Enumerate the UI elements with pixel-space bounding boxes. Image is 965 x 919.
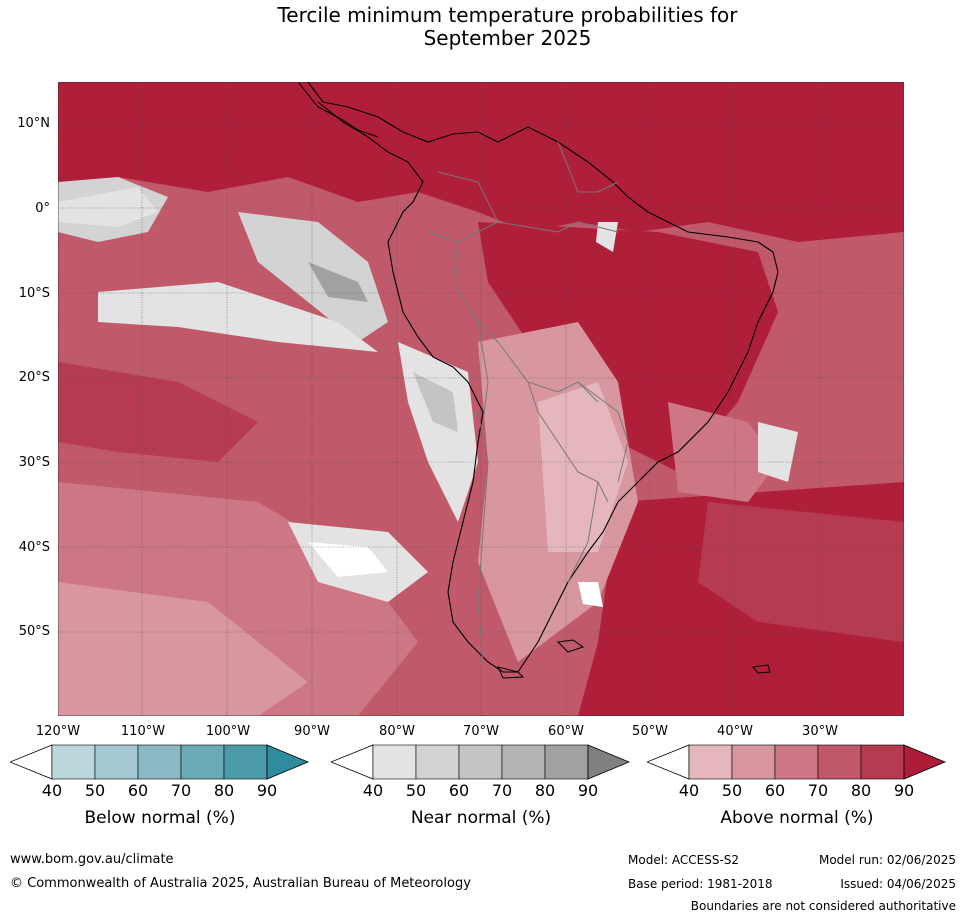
colorbar-segment xyxy=(817,744,862,780)
colorbar-tick-label: 90 xyxy=(577,781,599,800)
lon-label: 80°W xyxy=(379,724,415,739)
lon-label: 90°W xyxy=(294,724,330,739)
lat-label: 30°S xyxy=(18,455,50,470)
colorbar-title-above: Above normal (%) xyxy=(720,808,874,828)
copyright-text: © Commonwealth of Australia 2025, Austra… xyxy=(10,876,471,891)
colorbar-tick-label: 60 xyxy=(764,781,786,800)
website-text: www.bom.gov.au/climate xyxy=(10,852,174,867)
colorbar-tick-label: 80 xyxy=(850,781,872,800)
lon-label: 40°W xyxy=(717,724,753,739)
colorbar-tick-label: 80 xyxy=(213,781,235,800)
lon-label: 70°W xyxy=(463,724,499,739)
colorbar-title-near: Near normal (%) xyxy=(410,808,552,828)
title-line-1: Tercile minimum temperature probabilitie… xyxy=(277,3,738,27)
colorbar-title-below: Below normal (%) xyxy=(84,808,236,828)
lon-label: 110°W xyxy=(120,724,166,739)
lat-label: 40°S xyxy=(18,540,50,555)
central-america-coastline xyxy=(297,82,379,138)
lon-label: 120°W xyxy=(35,724,81,739)
islands xyxy=(497,639,771,679)
colorbar-tick-label: 70 xyxy=(170,781,192,800)
colorbar-tick-label: 60 xyxy=(127,781,149,800)
colorbar-tick-label: 70 xyxy=(491,781,513,800)
colorbar-segment xyxy=(137,744,182,780)
lat-label: 10°N xyxy=(17,116,50,131)
lat-label: 0° xyxy=(35,201,50,216)
disclaimer-text: Boundaries are not considered authoritat… xyxy=(690,899,956,913)
colorbar-tick-label: 90 xyxy=(893,781,915,800)
colorbar-extend-high xyxy=(587,744,631,780)
colorbar-segment xyxy=(688,744,733,780)
south-america-coastline xyxy=(307,82,779,673)
colorbar-above-normal xyxy=(647,744,947,780)
colorbar-tick-label: 40 xyxy=(678,781,700,800)
colorbar-tick-label: 80 xyxy=(534,781,556,800)
colorbar-extend-high xyxy=(266,744,310,780)
colorbar-tick-label: 40 xyxy=(362,781,384,800)
colorbar-tick-label: 50 xyxy=(84,781,106,800)
lat-label: 20°S xyxy=(18,370,50,385)
title-line-2: September 2025 xyxy=(423,26,592,50)
colorbar-segment xyxy=(458,744,503,780)
model-text: Model: ACCESS-S2 xyxy=(628,853,740,867)
colorbar-tick-label: 70 xyxy=(807,781,829,800)
probability-map xyxy=(58,82,904,716)
lon-label: 100°W xyxy=(205,724,251,739)
lon-label: 60°W xyxy=(548,724,584,739)
colorbar-near-normal xyxy=(331,744,631,780)
country-borders xyxy=(427,141,629,663)
moderate-above-regions xyxy=(58,322,778,716)
colorbar-segment xyxy=(223,744,268,780)
colorbar-extend-low xyxy=(647,744,690,780)
colorbar-extend-low xyxy=(10,744,53,780)
colorbar-below-normal xyxy=(10,744,310,780)
near-normal-regions xyxy=(58,177,798,607)
colorbar-segment xyxy=(731,744,776,780)
colorbar-extend-low xyxy=(331,744,374,780)
colorbar-tick-label: 90 xyxy=(256,781,278,800)
colorbar-tick-label: 60 xyxy=(448,781,470,800)
colorbar-extend-high xyxy=(903,744,947,780)
colorbar-segment xyxy=(860,744,905,780)
lat-label: 50°S xyxy=(18,624,50,639)
colorbar-segment xyxy=(180,744,225,780)
model-run-text: Model run: 02/06/2025 xyxy=(818,853,956,867)
colorbar-segment xyxy=(774,744,819,780)
lon-label: 30°W xyxy=(802,724,838,739)
colorbar-segment xyxy=(94,744,139,780)
colorbar-tick-label: 50 xyxy=(721,781,743,800)
colorbar-tick-label: 40 xyxy=(41,781,63,800)
colorbar-segment xyxy=(372,744,417,780)
colorbar-segment xyxy=(51,744,96,780)
map-title: Tercile minimum temperature probabilitie… xyxy=(0,4,965,50)
lat-label: 10°S xyxy=(18,286,50,301)
colorbar-tick-label: 50 xyxy=(405,781,427,800)
colorbar-segment xyxy=(415,744,460,780)
base-period-text: Base period: 1981-2018 xyxy=(628,877,773,891)
lon-label: 50°W xyxy=(632,724,668,739)
issued-text: Issued: 04/06/2025 xyxy=(840,877,956,891)
colorbar-segment xyxy=(544,744,589,780)
colorbar-segment xyxy=(501,744,546,780)
